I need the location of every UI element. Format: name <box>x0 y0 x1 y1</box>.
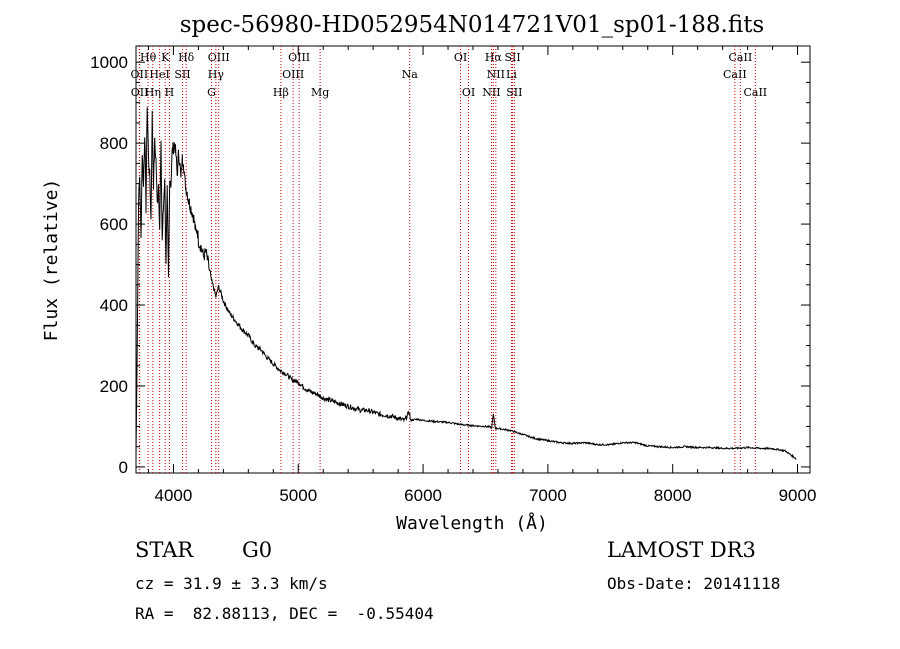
spectral-line-label: SII <box>174 68 190 81</box>
plot-frame <box>135 45 811 474</box>
y-tick-label: 800 <box>100 134 128 153</box>
x-tick-label: 8000 <box>654 486 692 505</box>
x-tick-label: 9000 <box>779 486 817 505</box>
spectral-line-label: CaII <box>723 68 747 81</box>
object-class: STAR <box>135 538 194 562</box>
spectral-line-label: K <box>161 51 170 64</box>
spectral-line-label: SII <box>506 86 522 99</box>
spectral-line-label: OII <box>131 68 149 81</box>
y-tick-label: 600 <box>100 215 128 234</box>
coordinates: RA = 82.88113, DEC = -0.55404 <box>135 604 434 623</box>
x-axis-label: Wavelength (Å) <box>396 512 548 534</box>
spectral-line-label: OIII <box>282 68 304 81</box>
axes: 4000 5000 6000 7000 8000 9000 0 200 400 600 800 100… <box>90 46 816 505</box>
spectral-line-label: OI <box>462 86 475 99</box>
spectral-line-label: Hη <box>145 86 161 99</box>
spectral-line-label: Hδ <box>178 51 195 64</box>
spectral-line-label: OIII <box>288 51 310 64</box>
obs-date: Obs-Date: 20141118 <box>607 574 781 593</box>
spectral-line-label: CaII <box>729 51 753 64</box>
spectral-line-label: SII <box>504 51 520 64</box>
flux-series-line <box>135 107 797 460</box>
spectral-line-label: Hα <box>485 51 503 64</box>
x-tick-label: 6000 <box>404 486 442 505</box>
spectral-line-label: Li <box>506 68 517 81</box>
chart-title: spec-56980-HD052954N014721V01_sp01-188.f… <box>180 12 765 38</box>
spectral-line-label: CaII <box>743 86 767 99</box>
spectral-line-label: NII <box>487 68 505 81</box>
spectral-line-label: OI <box>454 51 467 64</box>
y-tick-label: 200 <box>100 377 128 396</box>
spectral-line-label: Hθ <box>140 51 157 64</box>
spectral-line-label: OIII <box>208 51 230 64</box>
subclass: G0 <box>242 538 273 562</box>
spectral-line-label: NII <box>482 86 500 99</box>
x-tick-label: 5000 <box>279 486 317 505</box>
spectral-line-label: Na <box>402 68 419 81</box>
redshift-cz: cz = 31.9 ± 3.3 km/s <box>135 574 328 593</box>
spectral-line-label: OII <box>131 86 149 99</box>
y-axis-label: Flux (relative) <box>41 179 62 342</box>
survey-name: LAMOST DR3 <box>607 538 756 562</box>
x-tick-label: 4000 <box>155 486 193 505</box>
x-tick-label: 7000 <box>529 486 567 505</box>
spectral-line-label: H <box>165 86 175 99</box>
spectral-line-label: HeI <box>149 68 169 81</box>
y-tick-label: 1000 <box>90 53 128 72</box>
spectral-line-label: Hβ <box>273 86 289 99</box>
y-tick-label: 400 <box>100 296 128 315</box>
y-tick-label: 0 <box>119 458 128 477</box>
spectral-line-label: G <box>207 86 216 99</box>
spectral-line-label: Mg <box>311 86 329 99</box>
spectral-line-label: Hγ <box>208 68 225 81</box>
